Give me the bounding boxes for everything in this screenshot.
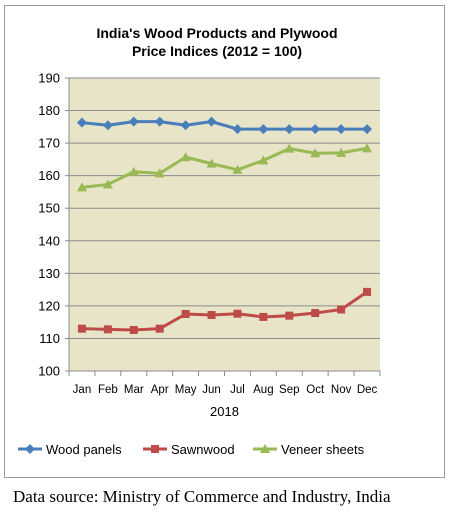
- x-tick-label: Mar: [124, 384, 144, 396]
- y-tick-label: 160: [38, 168, 60, 183]
- data-point-veneer-sheets: [76, 182, 87, 192]
- data-point-sawnwood: [207, 311, 216, 320]
- data-point-sawnwood: [103, 325, 112, 334]
- y-tick-label: 110: [39, 331, 60, 346]
- data-point-wood-panels: [232, 124, 243, 135]
- series-lines: [76, 116, 373, 334]
- series-veneer-sheets: [76, 143, 373, 192]
- data-point-sawnwood: [77, 324, 86, 333]
- y-tick-label: 150: [38, 201, 60, 216]
- legend-marker: [260, 444, 270, 453]
- data-point-wood-panels: [362, 124, 373, 135]
- data-point-veneer-sheets: [336, 147, 347, 157]
- data-point-veneer-sheets: [284, 143, 295, 153]
- data-point-veneer-sheets: [154, 168, 165, 178]
- data-point-sawnwood: [285, 311, 294, 320]
- x-tick-label: Nov: [331, 384, 352, 396]
- data-point-sawnwood: [337, 305, 346, 314]
- data-point-wood-panels: [258, 124, 269, 135]
- legend: Wood panels Sawnwood Veneer sheets: [18, 442, 365, 457]
- data-source-note: Data source: Ministry of Commerce and In…: [13, 487, 391, 506]
- y-tick-label: 120: [38, 298, 60, 313]
- data-point-veneer-sheets: [128, 166, 139, 176]
- data-point-veneer-sheets: [180, 152, 191, 162]
- series-sawnwood: [77, 287, 372, 334]
- legend-item: Sawnwood: [143, 442, 235, 457]
- x-axis: Jan Feb Mar Apr May Jun Jul Aug Sep Oct Nov Dec: [68, 370, 381, 396]
- data-point-sawnwood: [363, 287, 372, 296]
- x-tick-label: Sep: [279, 384, 299, 396]
- x-tick-label: Dec: [357, 384, 378, 396]
- y-tick-label: 140: [38, 233, 60, 248]
- y-tick-label: 100: [38, 364, 60, 379]
- data-point-wood-panels: [76, 117, 87, 128]
- data-point-sawnwood: [233, 309, 242, 318]
- y-tick-label: 130: [38, 266, 60, 281]
- data-point-wood-panels: [336, 124, 347, 135]
- data-point-wood-panels: [310, 124, 321, 135]
- plot-area: [69, 78, 380, 371]
- x-tick-label: Aug: [253, 384, 273, 396]
- data-point-wood-panels: [102, 120, 113, 131]
- legend-marker: [25, 444, 35, 454]
- x-tick-label: May: [175, 384, 197, 396]
- series-line-sawnwood: [81, 290, 368, 332]
- x-tick-label: Jul: [230, 384, 245, 396]
- y-tick-label: 180: [38, 103, 60, 118]
- x-tick-label: Jan: [73, 384, 92, 396]
- data-point-wood-panels: [128, 116, 139, 127]
- data-point-veneer-sheets: [206, 158, 217, 168]
- legend-label: Veneer sheets: [281, 442, 365, 457]
- chart-frame: India's Wood Products and Plywood Price …: [4, 5, 445, 478]
- line-chart: India's Wood Products and Plywood Price …: [18, 25, 381, 457]
- data-point-veneer-sheets: [232, 164, 243, 174]
- data-point-wood-panels: [154, 116, 165, 127]
- x-tick-label: Oct: [306, 384, 325, 396]
- x-tick-label: Feb: [98, 384, 118, 396]
- data-point-sawnwood: [311, 309, 320, 318]
- data-point-veneer-sheets: [310, 148, 321, 158]
- data-point-wood-panels: [180, 120, 191, 131]
- data-point-sawnwood: [129, 325, 138, 334]
- data-point-sawnwood: [259, 312, 268, 321]
- x-tick-label: Apr: [151, 384, 169, 396]
- y-axis: 100 110 120 130 140 150 160 170 180 190: [38, 71, 70, 379]
- series-line-veneer-sheets: [81, 146, 368, 189]
- series-wood-panels: [76, 116, 373, 135]
- data-point-sawnwood: [155, 324, 164, 333]
- y-tick-label: 190: [38, 71, 60, 86]
- data-point-wood-panels: [206, 116, 217, 127]
- data-point-sawnwood: [181, 310, 190, 319]
- legend-label: Wood panels: [46, 442, 122, 457]
- legend-label: Sawnwood: [171, 442, 235, 457]
- legend-marker: [151, 445, 159, 453]
- chart-title-line-2: Price Indices (2012 = 100): [132, 43, 302, 59]
- data-point-veneer-sheets: [362, 143, 373, 153]
- gridlines: [69, 77, 380, 372]
- chart-title-line-1: India's Wood Products and Plywood: [96, 25, 337, 41]
- data-point-veneer-sheets: [258, 155, 269, 165]
- y-tick-label: 170: [38, 136, 60, 151]
- data-point-wood-panels: [284, 124, 295, 135]
- x-tick-label: Jun: [202, 384, 221, 396]
- data-point-veneer-sheets: [102, 179, 113, 189]
- legend-item: Wood panels: [18, 442, 122, 457]
- legend-item: Veneer sheets: [253, 442, 365, 457]
- x-axis-title: 2018: [210, 404, 239, 419]
